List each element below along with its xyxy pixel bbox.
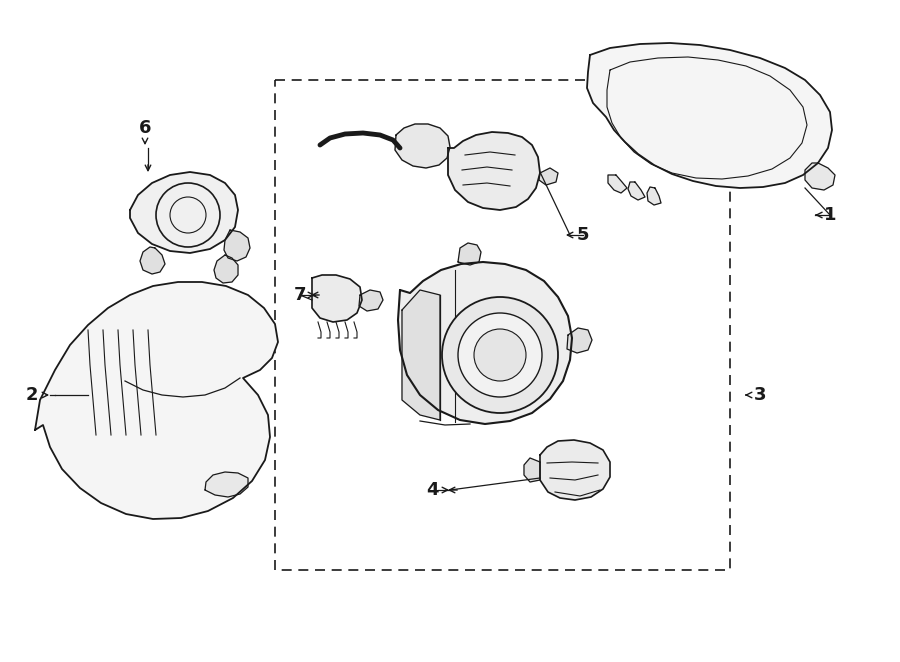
Polygon shape bbox=[539, 168, 558, 185]
Text: 6: 6 bbox=[139, 119, 151, 137]
Polygon shape bbox=[398, 262, 572, 424]
Text: 2: 2 bbox=[26, 386, 38, 404]
Polygon shape bbox=[628, 182, 645, 200]
Polygon shape bbox=[587, 43, 832, 188]
Polygon shape bbox=[35, 282, 278, 519]
Polygon shape bbox=[647, 187, 661, 205]
Polygon shape bbox=[608, 175, 627, 193]
Polygon shape bbox=[395, 124, 450, 168]
Circle shape bbox=[442, 297, 558, 413]
Polygon shape bbox=[458, 243, 481, 265]
Polygon shape bbox=[205, 472, 248, 497]
Text: 3: 3 bbox=[754, 386, 766, 404]
Polygon shape bbox=[402, 290, 440, 420]
Polygon shape bbox=[540, 440, 610, 500]
Text: 1: 1 bbox=[824, 206, 836, 224]
Polygon shape bbox=[214, 255, 238, 283]
Circle shape bbox=[458, 313, 542, 397]
Polygon shape bbox=[140, 247, 165, 274]
Polygon shape bbox=[224, 230, 250, 261]
Polygon shape bbox=[524, 458, 540, 482]
Polygon shape bbox=[567, 328, 592, 353]
Text: 7: 7 bbox=[293, 286, 306, 304]
Polygon shape bbox=[312, 275, 362, 322]
Polygon shape bbox=[448, 132, 540, 210]
Text: 4: 4 bbox=[426, 481, 438, 499]
Circle shape bbox=[474, 329, 526, 381]
Polygon shape bbox=[359, 290, 383, 311]
Text: 5: 5 bbox=[577, 226, 590, 244]
Polygon shape bbox=[805, 163, 835, 190]
Polygon shape bbox=[130, 172, 238, 253]
